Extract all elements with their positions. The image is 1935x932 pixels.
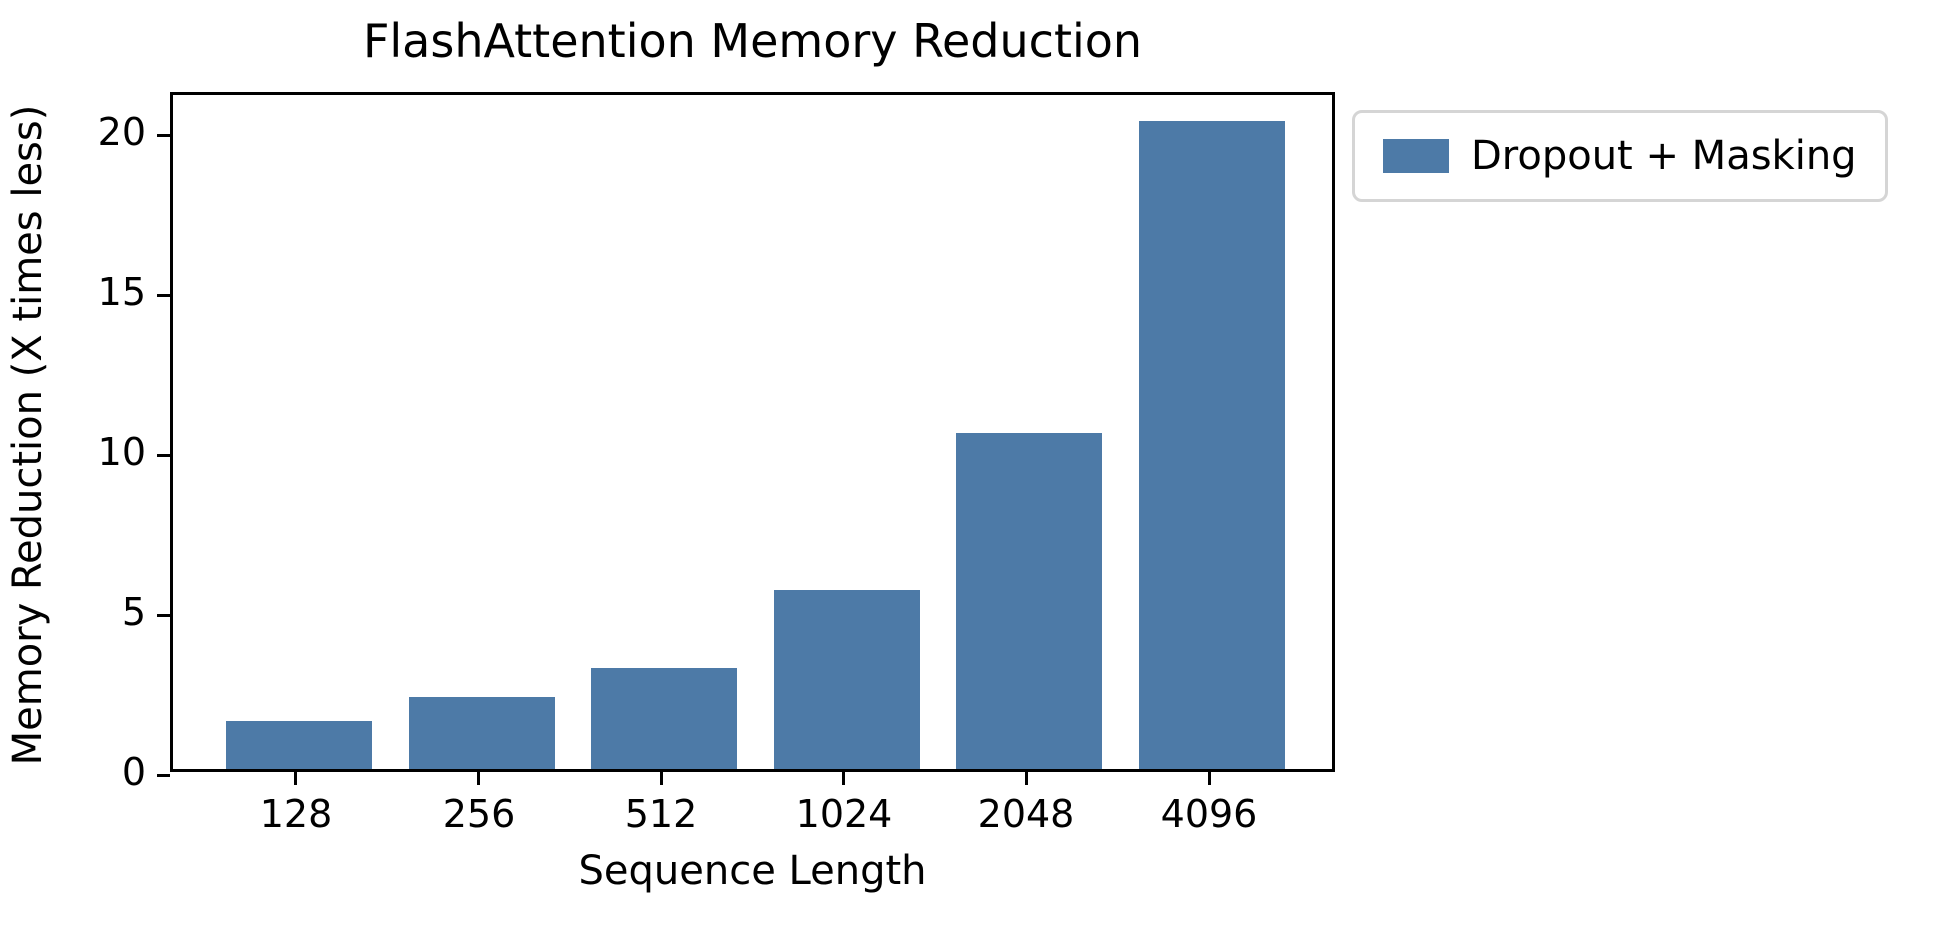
y-tick-mark-5	[157, 614, 170, 617]
x-tick-mark-4096	[1208, 772, 1211, 785]
x-tick-mark-1024	[842, 772, 845, 785]
x-tick-mark-2048	[1025, 772, 1028, 785]
x-tick-mark-256	[477, 772, 480, 785]
bar-128	[226, 721, 372, 769]
y-tick-label-15: 15	[97, 270, 146, 314]
y-tick-mark-15	[157, 294, 170, 297]
chart-title: FlashAttention Memory Reduction	[362, 14, 1143, 68]
bar-1024	[774, 590, 920, 769]
plot-area	[157, 92, 1335, 777]
x-tick-label-128: 128	[259, 792, 333, 836]
y-tick-label-10: 10	[97, 430, 146, 474]
x-tick-label-2048: 2048	[977, 792, 1075, 836]
y-axis-title: Memory Reduction (X times less)	[5, 104, 51, 766]
x-tick-label-1024: 1024	[795, 792, 893, 836]
bar-2048	[956, 433, 1102, 769]
y-tick-label-0: 0	[121, 750, 146, 794]
y-tick-mark-0	[157, 774, 170, 777]
bar-256	[409, 697, 555, 769]
y-tick-mark-20	[157, 134, 170, 137]
y-tick-label-5: 5	[121, 590, 146, 634]
legend-label: Dropout + Masking	[1471, 133, 1857, 179]
bar-4096	[1139, 121, 1285, 769]
legend-swatch-icon	[1383, 139, 1449, 173]
x-tick-label-256: 256	[442, 792, 516, 836]
y-tick-label-20: 20	[97, 110, 146, 154]
x-tick-label-512: 512	[624, 792, 698, 836]
x-axis-title: Sequence Length	[578, 848, 927, 894]
x-tick-mark-128	[294, 772, 297, 785]
bar-512	[591, 668, 737, 769]
y-tick-mark-10	[157, 454, 170, 457]
legend: Dropout + Masking	[1352, 110, 1888, 202]
x-tick-mark-512	[660, 772, 663, 785]
x-tick-label-4096: 4096	[1160, 792, 1258, 836]
